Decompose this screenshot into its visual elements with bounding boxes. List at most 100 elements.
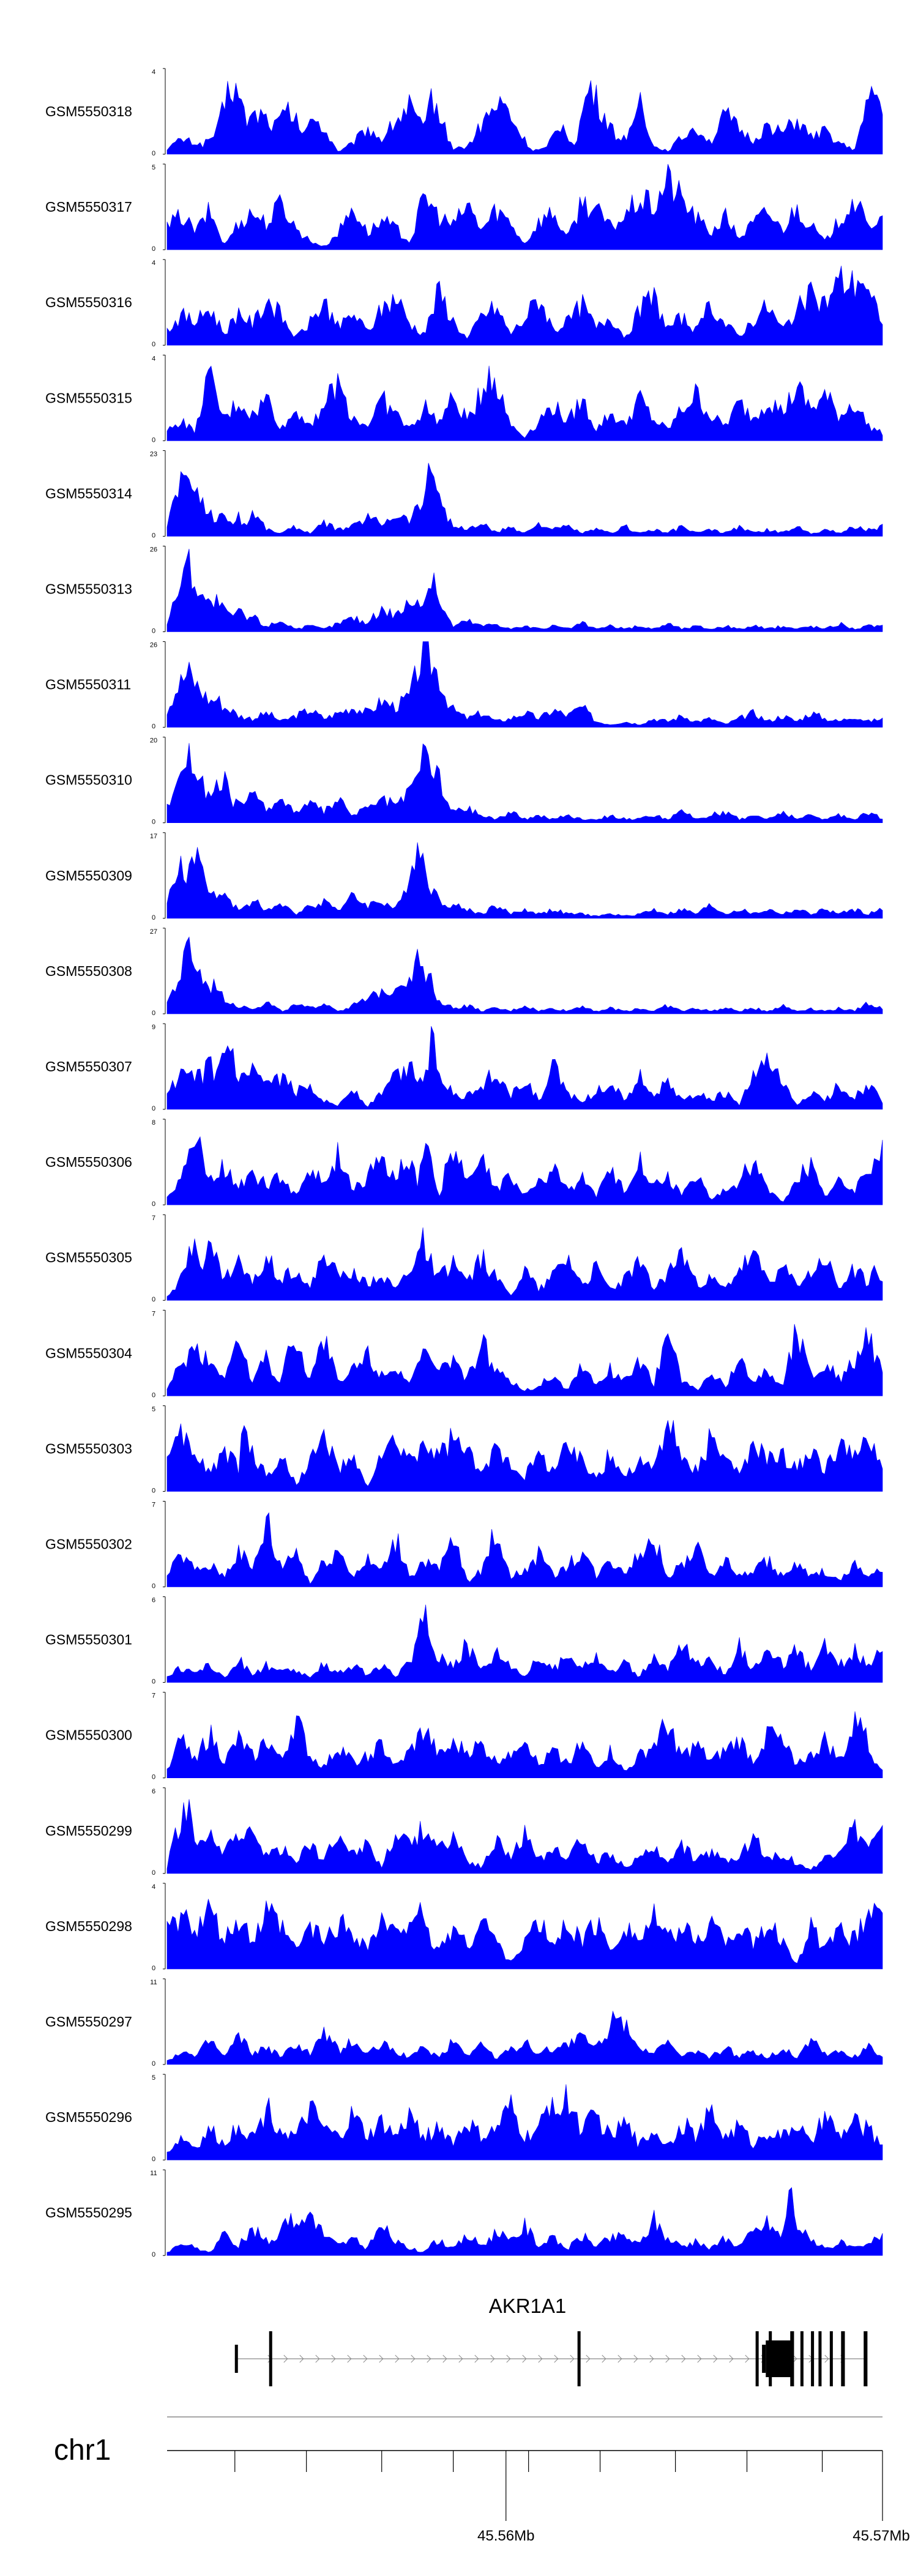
exon (841, 2331, 845, 2386)
exon (818, 2331, 822, 2386)
coverage-area (166, 2084, 883, 2161)
exon (811, 2331, 815, 2386)
track-label: GSM5550301 (45, 1632, 132, 1648)
track-label: GSM5550303 (45, 1440, 132, 1456)
strand-arrow (649, 2355, 654, 2363)
coverage-area (166, 2010, 883, 2065)
y-tick-max-label: 7 (152, 1502, 155, 1509)
coverage-area (166, 1420, 883, 1492)
y-tick-zero-label: 0 (152, 532, 155, 539)
track-label: GSM5550298 (45, 1918, 132, 1934)
y-tick-zero-label: 0 (152, 1678, 155, 1686)
y-tick-zero-label: 0 (152, 1487, 155, 1494)
exon (755, 2331, 759, 2386)
coverage-area (166, 1799, 883, 1874)
y-tick-max-label: 5 (152, 1405, 155, 1413)
track-GSM5550299: GSM5550299 6 0 (45, 1787, 883, 1877)
track-GSM5550309: GSM5550309 17 0 (45, 832, 883, 921)
track-label: GSM5550311 (45, 677, 131, 693)
y-tick-zero-label: 0 (152, 1105, 155, 1112)
y-tick-max-label: 6 (152, 1788, 155, 1795)
y-tick-zero-label: 0 (152, 245, 155, 253)
track-GSM5550303: GSM5550303 5 0 (45, 1405, 883, 1494)
coverage-area (166, 163, 883, 250)
track-label: GSM5550306 (45, 1154, 132, 1170)
y-tick-max-label: 8 (152, 1119, 155, 1126)
track-label: GSM5550296 (45, 2109, 132, 2125)
strand-arrow (299, 2355, 304, 2363)
y-tick-max-label: 5 (152, 2074, 155, 2082)
track-label: GSM5550297 (45, 2014, 132, 2030)
track-label: GSM5550310 (45, 772, 132, 788)
strand-arrow (554, 2355, 559, 2363)
track-GSM5550295: GSM5550295 11 0 (45, 2169, 883, 2258)
track-GSM5550315: GSM5550315 4 0 (45, 354, 883, 444)
strand-arrow (379, 2355, 384, 2363)
strand-arrow (442, 2355, 447, 2363)
strand-arrow (745, 2355, 750, 2363)
strand-arrow (570, 2355, 575, 2363)
y-tick-max-label: 7 (152, 1215, 155, 1222)
track-GSM5550318: GSM5550318 4 0 (45, 68, 883, 157)
coverage-area (166, 365, 883, 441)
coverage-area (166, 641, 883, 728)
coverage-area (166, 936, 883, 1014)
coverage-area (166, 1227, 883, 1301)
exon (577, 2331, 581, 2386)
track-GSM5550302: GSM5550302 7 0 (45, 1501, 883, 1590)
strand-arrow (411, 2355, 416, 2363)
track-label: GSM5550295 (45, 2205, 132, 2220)
y-tick-zero-label: 0 (152, 1391, 155, 1399)
track-label: GSM5550308 (45, 963, 132, 979)
coverage-area (166, 1604, 883, 1683)
track-GSM5550307: GSM5550307 9 0 (45, 1023, 883, 1112)
y-tick-zero-label: 0 (152, 1965, 155, 1972)
strand-arrow (347, 2355, 352, 2363)
strand-arrow (506, 2355, 511, 2363)
strand-arrow (283, 2355, 288, 2363)
coverage-area (166, 463, 883, 537)
y-tick-zero-label: 0 (152, 436, 155, 444)
track-label: GSM5550304 (45, 1345, 132, 1361)
strand-arrow (729, 2355, 734, 2363)
strand-arrow (618, 2355, 622, 2363)
exon (800, 2331, 804, 2386)
y-tick-zero-label: 0 (152, 341, 155, 348)
y-tick-zero-label: 0 (152, 2156, 155, 2163)
exon (762, 2345, 766, 2373)
track-label: GSM5550313 (45, 581, 132, 597)
y-tick-zero-label: 0 (152, 723, 155, 731)
track-GSM5550305: GSM5550305 7 0 (45, 1214, 883, 1303)
track-label: GSM5550305 (45, 1249, 132, 1265)
track-GSM5550297: GSM5550297 11 0 (45, 1978, 883, 2068)
y-tick-max-label: 26 (150, 642, 157, 649)
track-GSM5550308: GSM5550308 27 0 (45, 928, 883, 1017)
exon (269, 2331, 272, 2386)
track-label: GSM5550316 (45, 294, 132, 310)
strand-arrow (713, 2355, 718, 2363)
track-label: GSM5550318 (45, 103, 132, 119)
strand-arrow (681, 2355, 686, 2363)
strand-arrow (633, 2355, 638, 2363)
coverage-area (166, 1323, 883, 1396)
y-tick-max-label: 4 (152, 355, 155, 362)
coverage-area (166, 1026, 883, 1110)
track-label: GSM5550315 (45, 390, 132, 406)
y-tick-max-label: 27 (150, 928, 157, 936)
gene-model-AKR1A1: AKR1A1 (234, 2295, 868, 2386)
y-tick-max-label: 4 (152, 1883, 155, 1891)
coverage-area (166, 80, 883, 155)
strand-arrow (602, 2355, 606, 2363)
y-tick-max-label: 11 (150, 2170, 157, 2177)
y-tick-max-label: 6 (152, 1597, 155, 1604)
y-tick-zero-label: 0 (152, 2060, 155, 2068)
exon (829, 2331, 833, 2386)
y-tick-zero-label: 0 (152, 1583, 155, 1590)
strand-arrow (697, 2355, 702, 2363)
track-label: GSM5550317 (45, 199, 132, 215)
y-tick-zero-label: 0 (152, 628, 155, 635)
y-tick-zero-label: 0 (152, 1869, 155, 1877)
coverage-area (166, 1899, 883, 1970)
strand-arrow (522, 2355, 527, 2363)
